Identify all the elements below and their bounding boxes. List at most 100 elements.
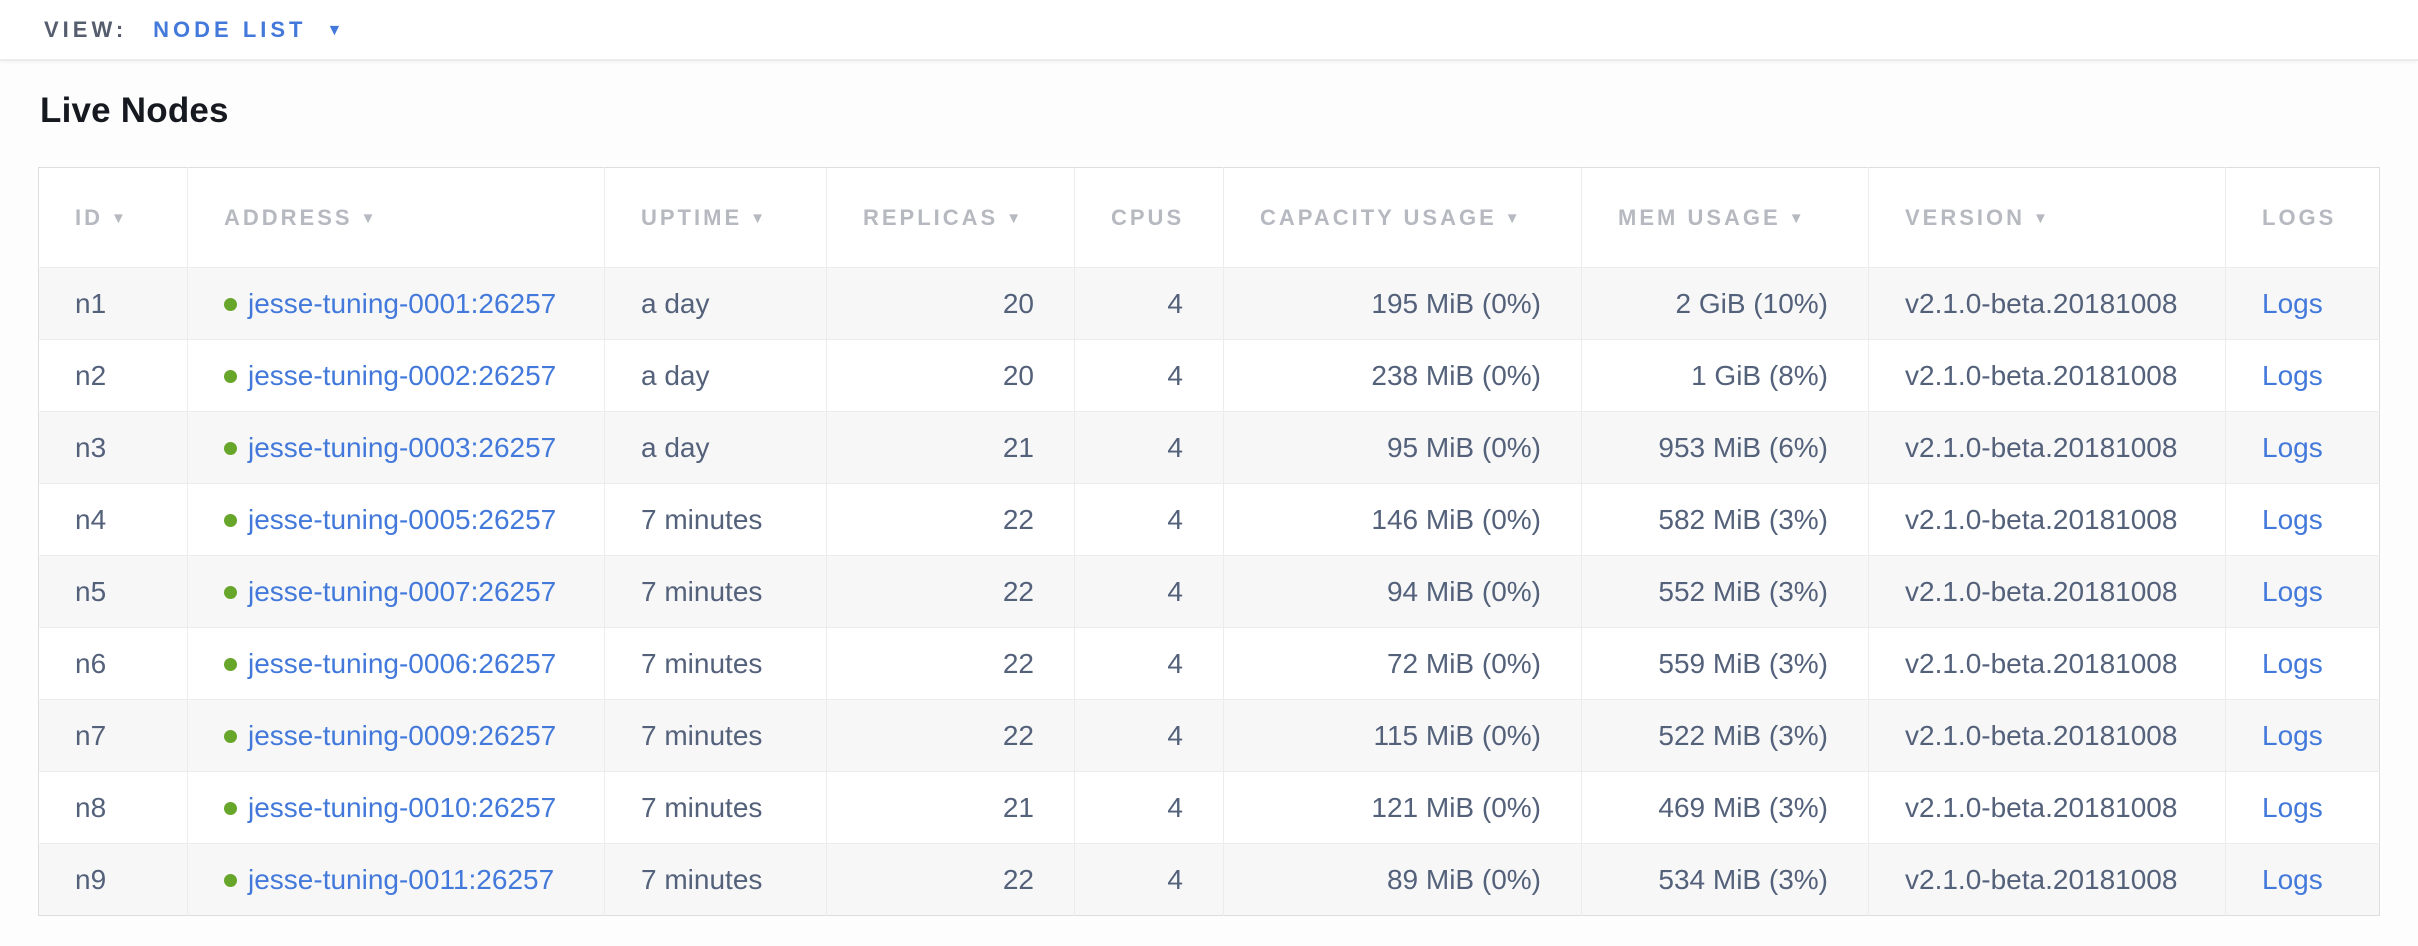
node-live-status-icon [224,369,237,383]
chevron-down-icon: ▼ [326,21,343,39]
node-address-cell: jesse-tuning-0006:26257 [187,627,605,700]
node-uptime-cell: a day [604,339,827,412]
node-logs-cell: Logs [2225,699,2380,772]
node-version-cell: v2.1.0-beta.20181008 [1868,267,2226,340]
node-mem-cell: 469 MiB (3%) [1581,771,1869,844]
node-mem-cell: 953 MiB (6%) [1581,411,1869,484]
node-uptime-cell: a day [604,411,827,484]
view-label: VIEW: [44,16,128,42]
node-version-cell: v2.1.0-beta.20181008 [1868,627,2226,700]
node-live-status-icon [224,801,237,815]
node-address-cell: jesse-tuning-0005:26257 [187,483,605,556]
node-logs-link[interactable]: Logs [2262,431,2323,463]
node-id-cell: n3 [38,411,188,484]
node-logs-link[interactable]: Logs [2262,791,2323,823]
node-address-link[interactable]: jesse-tuning-0010:26257 [248,791,557,823]
node-uptime-cell: 7 minutes [604,627,827,700]
node-uptime-cell: 7 minutes [604,699,827,772]
node-capacity-cell: 195 MiB (0%) [1223,267,1582,340]
node-logs-link[interactable]: Logs [2262,719,2323,751]
view-bar: VIEW: NODE LIST ▼ [0,0,2418,61]
column-header-uptime[interactable]: UPTIME ▼ [604,167,827,268]
node-mem-cell: 534 MiB (3%) [1581,843,1869,916]
node-logs-cell: Logs [2225,843,2380,916]
node-capacity-cell: 94 MiB (0%) [1223,555,1582,628]
node-address-cell: jesse-tuning-0001:26257 [187,267,605,340]
column-header-version[interactable]: VERSION ▼ [1868,167,2226,268]
node-mem-cell: 2 GiB (10%) [1581,267,1869,340]
column-header-label: CPUS [1111,204,1185,230]
node-address-link[interactable]: jesse-tuning-0011:26257 [248,863,555,895]
node-logs-link[interactable]: Logs [2262,287,2323,319]
node-replicas-cell: 22 [826,483,1075,556]
node-id-cell: n9 [38,843,188,916]
table-row: n2 jesse-tuning-0002:26257 a day 20 4 238 MiB… [38,339,2380,412]
node-capacity-cell: 89 MiB (0%) [1223,843,1582,916]
node-logs-link[interactable]: Logs [2262,359,2323,391]
node-mem-cell: 522 MiB (3%) [1581,699,1869,772]
node-version-cell: v2.1.0-beta.20181008 [1868,483,2226,556]
node-id-cell: n8 [38,771,188,844]
node-logs-cell: Logs [2225,339,2380,412]
table-row: n6 jesse-tuning-0006:26257 7 minutes 22 4 72 … [38,627,2380,700]
column-header-label: CAPACITY USAGE [1260,204,1497,230]
node-address-link[interactable]: jesse-tuning-0003:26257 [248,431,557,463]
node-logs-link[interactable]: Logs [2262,647,2323,679]
node-logs-cell: Logs [2225,555,2380,628]
view-selector-dropdown[interactable]: NODE LIST ▼ [153,17,342,43]
node-replicas-cell: 22 [826,843,1075,916]
table-row: n9 jesse-tuning-0011:26257 7 minutes 22 4 89 … [38,843,2380,916]
node-cpus-cell: 4 [1074,627,1224,700]
column-header-label: LOGS [2262,204,2337,230]
node-logs-link[interactable]: Logs [2262,503,2323,535]
sort-caret-icon: ▼ [111,209,129,227]
table-row: n5 jesse-tuning-0007:26257 7 minutes 22 4 94 … [38,555,2380,628]
sort-caret-icon: ▼ [360,209,379,227]
node-version-cell: v2.1.0-beta.20181008 [1868,411,2226,484]
node-id-cell: n6 [38,627,188,700]
node-version-cell: v2.1.0-beta.20181008 [1868,771,2226,844]
node-live-status-icon [224,585,237,599]
node-address-link[interactable]: jesse-tuning-0007:26257 [248,575,557,607]
node-address-link[interactable]: jesse-tuning-0001:26257 [248,287,557,319]
node-mem-cell: 582 MiB (3%) [1581,483,1869,556]
column-header-id[interactable]: ID ▼ [38,167,188,268]
column-header-capacity[interactable]: CAPACITY USAGE ▼ [1223,167,1582,268]
node-address-cell: jesse-tuning-0009:26257 [187,699,605,772]
node-cpus-cell: 4 [1074,771,1224,844]
table-header-row: ID ▼ ADDRESS ▼ UPTIME ▼ REPLICAS ▼ CPUS CAPACITY … [38,167,2380,268]
node-logs-link[interactable]: Logs [2262,863,2323,895]
node-address-link[interactable]: jesse-tuning-0005:26257 [248,503,557,535]
node-replicas-cell: 21 [826,771,1075,844]
column-header-address[interactable]: ADDRESS ▼ [187,167,605,268]
node-address-link[interactable]: jesse-tuning-0009:26257 [248,719,557,751]
sort-caret-icon: ▼ [1504,209,1523,227]
sort-caret-icon: ▼ [2033,209,2051,227]
node-capacity-cell: 115 MiB (0%) [1223,699,1582,772]
node-address-cell: jesse-tuning-0007:26257 [187,555,605,628]
node-address-link[interactable]: jesse-tuning-0006:26257 [248,647,557,679]
column-header-mem[interactable]: MEM USAGE ▼ [1581,167,1869,268]
node-replicas-cell: 21 [826,411,1075,484]
table-row: n8 jesse-tuning-0010:26257 7 minutes 21 4 121… [38,771,2380,844]
live-nodes-section: Live Nodes ID ▼ ADDRESS ▼ UPTIME ▼ REPLICAS ▼ CP… [0,61,2418,946]
node-logs-cell: Logs [2225,483,2380,556]
node-address-link[interactable]: jesse-tuning-0002:26257 [248,359,557,391]
node-logs-cell: Logs [2225,771,2380,844]
node-id-cell: n7 [38,699,188,772]
column-header-cpus: CPUS [1074,167,1224,268]
node-uptime-cell: 7 minutes [604,483,827,556]
table-body: n1 jesse-tuning-0001:26257 a day 20 4 195 MiB… [38,267,2380,916]
column-header-label: ID [75,204,103,230]
column-header-replicas[interactable]: REPLICAS ▼ [826,167,1075,268]
node-cpus-cell: 4 [1074,555,1224,628]
node-address-cell: jesse-tuning-0011:26257 [187,843,605,916]
node-cpus-cell: 4 [1074,483,1224,556]
node-address-cell: jesse-tuning-0010:26257 [187,771,605,844]
node-logs-link[interactable]: Logs [2262,575,2323,607]
node-uptime-cell: 7 minutes [604,555,827,628]
column-header-logs: LOGS [2225,167,2380,268]
node-live-status-icon [224,729,237,743]
column-header-label: UPTIME [641,204,743,230]
node-capacity-cell: 238 MiB (0%) [1223,339,1582,412]
